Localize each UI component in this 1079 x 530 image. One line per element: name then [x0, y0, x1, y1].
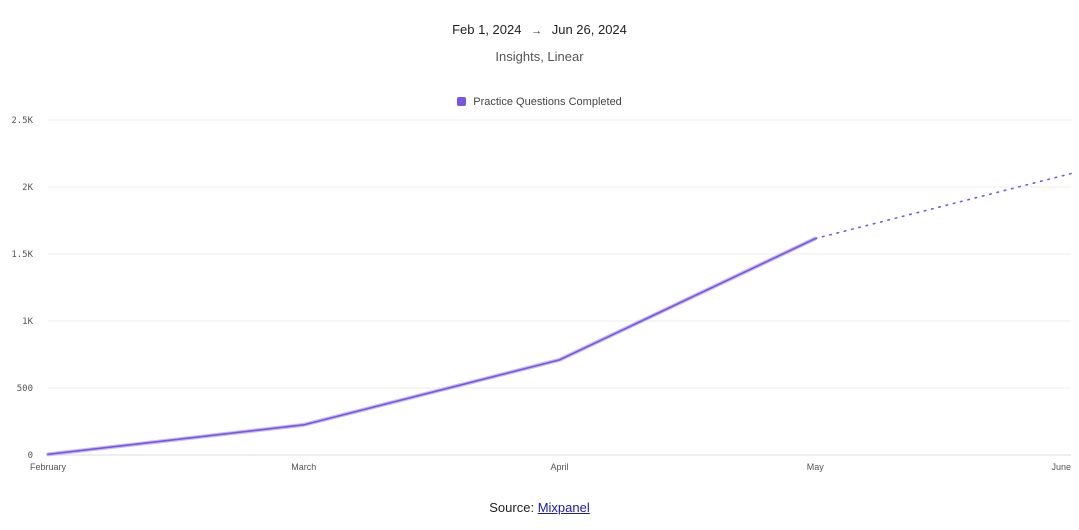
- x-tick-label: April: [550, 462, 568, 472]
- source-link[interactable]: Mixpanel: [537, 500, 590, 515]
- date-end: Jun 26, 2024: [551, 22, 627, 37]
- grid-lines: [48, 119, 1071, 456]
- y-tick-label: 2K: [22, 183, 33, 193]
- series-layer: [46, 172, 1072, 457]
- source-footer: Source: Mixpanel: [0, 500, 1079, 515]
- series-line-projected: [814, 172, 1072, 240]
- series-line: [47, 237, 817, 456]
- y-tick-label: 1K: [22, 317, 33, 327]
- y-tick-label: 2.5K: [11, 116, 33, 126]
- y-tick-label: 500: [17, 384, 33, 394]
- legend-label: Practice Questions Completed: [473, 96, 622, 108]
- arrow-right-icon: →: [531, 25, 543, 37]
- chart-subtitle: Insights, Linear: [495, 49, 584, 64]
- x-axis-ticks: February March April May June: [30, 462, 1071, 472]
- date-start: Feb 1, 2024: [452, 22, 522, 37]
- y-tick-label: 1.5K: [11, 250, 33, 260]
- legend-swatch: [457, 97, 467, 106]
- y-tick-label: 0: [28, 451, 33, 461]
- series-line-halo: [46, 236, 818, 457]
- x-tick-label: June: [1051, 462, 1071, 472]
- chart-legend[interactable]: Practice Questions Completed: [0, 96, 1079, 108]
- date-range: Feb 1, 2024 → Jun 26, 2024: [0, 22, 1079, 37]
- x-tick-label: March: [291, 462, 316, 472]
- source-label: Source:: [489, 500, 535, 515]
- y-axis-ticks: 0 500 1K 1.5K 2K 2.5K: [11, 116, 33, 461]
- x-tick-label: February: [30, 462, 67, 472]
- x-tick-label: May: [807, 462, 825, 472]
